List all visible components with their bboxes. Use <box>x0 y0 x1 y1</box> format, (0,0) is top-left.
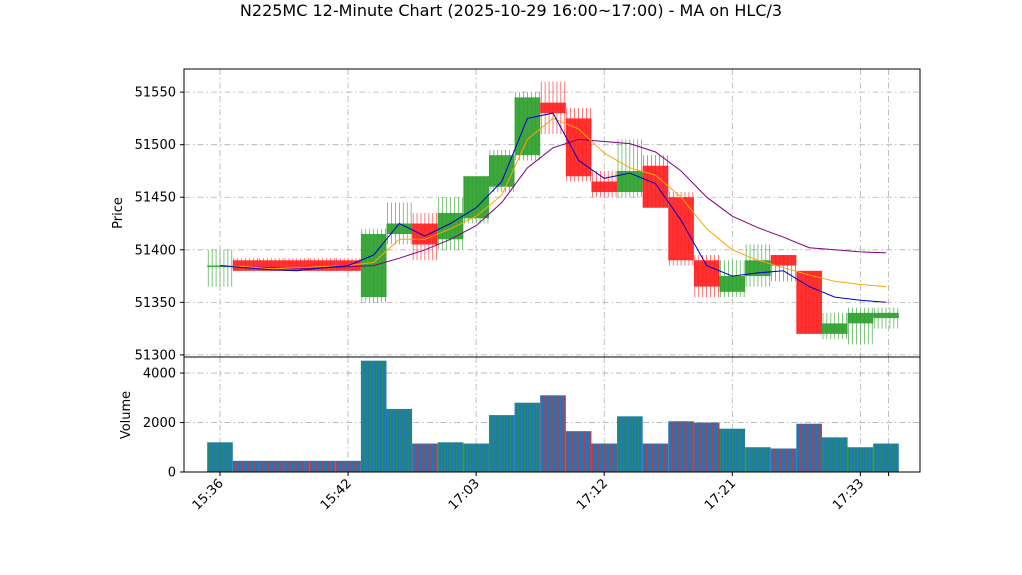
volume-bar <box>745 447 771 472</box>
candle <box>309 258 336 271</box>
candle <box>873 307 899 329</box>
candle <box>693 255 720 298</box>
x-tick-label: 17:21 <box>702 476 739 513</box>
price-y-axis: 51300 51350 51400 51450 51500 51550 <box>135 86 184 363</box>
price-tick-label: 51450 <box>135 191 176 206</box>
volume-bar <box>284 460 310 472</box>
price-tick-label: 51550 <box>135 86 176 101</box>
volume-bars <box>207 360 899 472</box>
volume-bar <box>693 422 720 472</box>
volume-bar <box>412 443 438 472</box>
volume-tick-label: 4000 <box>143 367 176 382</box>
volume-bar <box>386 408 413 472</box>
ma-mid-line <box>219 117 887 288</box>
candle-body <box>591 181 618 192</box>
candle-body <box>770 255 797 266</box>
candle <box>668 191 694 266</box>
volume-bar <box>360 360 387 472</box>
volume-bar <box>719 428 746 472</box>
volume-bar <box>642 443 669 472</box>
candle <box>847 307 874 345</box>
candle <box>821 312 848 340</box>
candle <box>745 244 771 287</box>
volume-bar <box>309 460 336 472</box>
candle <box>770 255 797 282</box>
volume-bar <box>335 460 361 472</box>
candle <box>591 170 618 198</box>
price-tick-label: 51350 <box>135 296 176 311</box>
volume-bar <box>591 443 618 472</box>
x-tick-label: 15:42 <box>318 476 355 513</box>
volume-bar <box>488 415 515 472</box>
candle-body <box>796 270 822 334</box>
volume-bar <box>565 431 592 472</box>
ma-fast-line <box>219 112 887 303</box>
volume-bar <box>617 416 643 472</box>
price-tick-label: 51400 <box>135 243 176 258</box>
volume-tick-label: 2000 <box>143 416 176 431</box>
price-candles <box>207 81 899 345</box>
moving-average-lines <box>219 112 887 303</box>
x-axis: 15:36 15:42 17:03 17:12 17:21 17:33 <box>190 472 890 513</box>
volume-bar <box>258 460 285 472</box>
volume-bar <box>437 442 464 472</box>
x-tick-label: 15:36 <box>190 476 227 513</box>
price-tick-label: 51500 <box>135 138 176 153</box>
chart-title: N225MC 12-Minute Chart (2025-10-29 16:00… <box>240 1 782 20</box>
candle-body <box>463 176 489 219</box>
volume-bar <box>232 460 259 472</box>
candle-body <box>412 223 438 245</box>
candle-body <box>258 260 285 271</box>
volume-tick-label: 0 <box>168 466 176 481</box>
candle-body <box>514 97 541 156</box>
price-axis-label: Price <box>111 197 126 229</box>
candle-body <box>437 213 464 240</box>
volume-bar <box>514 402 541 472</box>
volume-bar <box>770 448 797 472</box>
candle <box>514 92 541 161</box>
x-tick-label: 17:33 <box>830 476 867 513</box>
volume-bar <box>668 421 694 472</box>
candle-body <box>565 118 592 177</box>
candle-body <box>693 260 720 287</box>
candle-body <box>617 170 643 192</box>
candle-body <box>284 260 310 271</box>
candle <box>796 270 822 334</box>
candle-body <box>540 102 566 114</box>
volume-axis-label: Volume <box>119 391 134 439</box>
candle-body <box>847 312 874 324</box>
volume-bar <box>796 423 822 472</box>
volume-bar <box>873 443 899 472</box>
candle-body <box>386 223 413 235</box>
candle-body <box>642 165 669 208</box>
candle-body <box>232 260 259 271</box>
candle <box>642 155 669 208</box>
volume-bar <box>463 443 489 472</box>
x-tick-label: 17:12 <box>574 476 611 513</box>
candle <box>719 260 746 298</box>
candle-body <box>309 260 336 271</box>
x-tick-label: 17:03 <box>446 476 483 513</box>
volume-bar <box>540 395 566 472</box>
candle-body <box>207 265 233 268</box>
candle-body <box>821 323 848 334</box>
volume-bar <box>847 447 874 472</box>
ma-slow-line <box>219 138 887 270</box>
candle-body <box>873 312 899 319</box>
volume-bar <box>821 437 848 472</box>
price-tick-label: 51300 <box>135 348 176 363</box>
volume-bar <box>207 442 233 472</box>
candle <box>488 149 515 192</box>
candle-body <box>719 276 746 292</box>
volume-panel-frame <box>183 356 921 473</box>
candle <box>207 249 233 287</box>
volume-y-axis: 0 2000 4000 <box>143 367 184 481</box>
